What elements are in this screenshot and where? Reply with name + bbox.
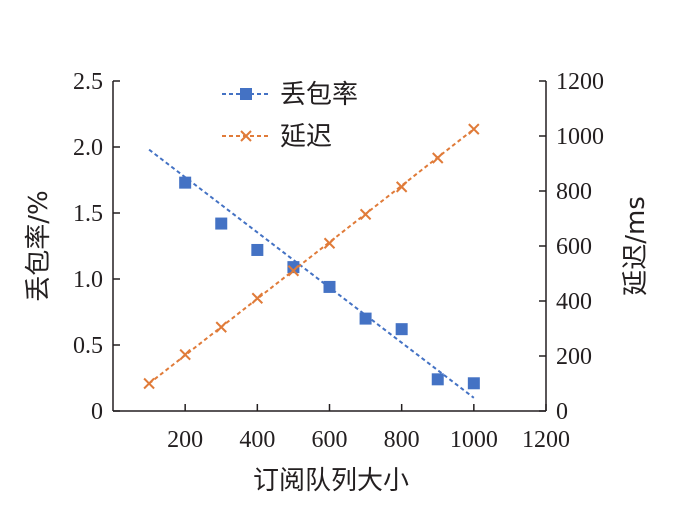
series-latency-point [251, 292, 264, 304]
series-latency-point [395, 181, 408, 193]
left-axis-tick-label: 2.0 [73, 135, 103, 161]
left-axis-tick-label: 0.5 [73, 333, 103, 359]
series-loss-trendline [148, 148, 475, 399]
left-axis-tick-label: 2.5 [73, 69, 103, 95]
tick-labels: 0 0.5 1.0 1.5 2.0 2.5 0 200 400 600 800 1000 1200 200… [73, 69, 604, 453]
right-axis-tick-label: 1000 [556, 124, 604, 150]
series-loss-point [359, 312, 372, 325]
series-latency-point [359, 208, 372, 221]
right-axis-tick-label: 0 [556, 399, 568, 425]
series-latency-point [323, 237, 336, 249]
right-axis-tick-label: 1200 [556, 69, 604, 95]
left-axis-tick-label: 1.0 [73, 267, 103, 293]
x-axis-tick-label: 1000 [450, 427, 498, 453]
series-loss-point [287, 261, 300, 274]
series-loss-point [395, 323, 408, 336]
right-axis-tick-label: 800 [556, 179, 592, 205]
series-loss-point [323, 280, 336, 293]
series-loss-point [467, 377, 480, 390]
x-axis-tick-label: 400 [239, 427, 275, 453]
right-axis-tick-label: 400 [556, 289, 592, 315]
left-axis-title: 丢包率/% [24, 190, 54, 301]
left-axis-tick-label: 0 [91, 399, 103, 425]
legend-marker-loss [240, 88, 252, 100]
series-loss-point [431, 373, 444, 386]
series-latency-point [432, 152, 444, 164]
right-axis-title: 延迟/ms [621, 196, 651, 296]
series-latency-point [215, 321, 227, 333]
series-latency-trendline [148, 128, 475, 385]
series-latency-point [468, 123, 480, 135]
right-axis-tick-label: 600 [556, 234, 592, 260]
series-latency-point [179, 348, 191, 361]
left-axis-tick-label: 1.5 [73, 201, 103, 227]
x-axis-tick-label: 1200 [522, 427, 570, 453]
x-axis-title: 订阅队列大小 [253, 466, 409, 496]
x-axis-tick-label: 200 [167, 427, 203, 453]
x-axis-tick-label: 800 [384, 427, 420, 453]
series-loss-point [215, 217, 228, 230]
series-loss-point [251, 243, 264, 256]
series-layer [143, 123, 480, 399]
series-loss-point [179, 176, 192, 189]
legend-label-latency: 延迟 [280, 122, 332, 152]
legend: 丢包率 延迟 [222, 80, 358, 152]
series-latency-point [143, 377, 155, 390]
x-axis-tick-label: 600 [312, 427, 348, 453]
legend-label-loss: 丢包率 [280, 80, 358, 110]
axes [112, 80, 547, 412]
right-axis-tick-label: 200 [556, 344, 592, 370]
series-latency-point [287, 265, 300, 277]
legend-marker-latency [240, 130, 252, 142]
